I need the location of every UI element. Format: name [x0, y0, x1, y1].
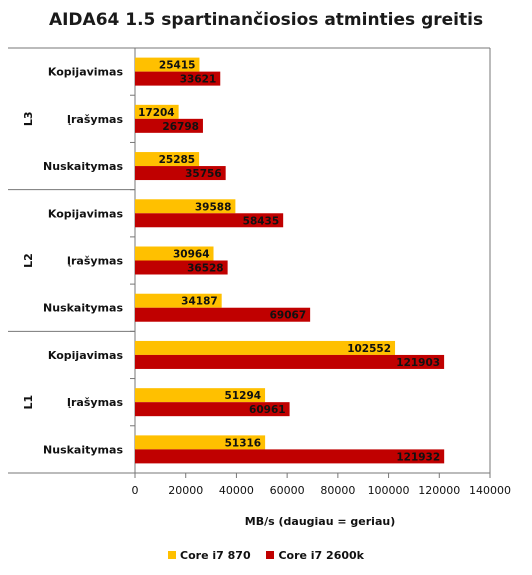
- x-tick-label: 80000: [320, 484, 355, 497]
- value-label-series-2: 121903: [396, 357, 440, 369]
- category-label: Kopijavimas: [48, 349, 124, 362]
- value-label-series-1: 51294: [225, 390, 262, 402]
- bar-series-1: [135, 388, 266, 403]
- x-tick-label: 60000: [270, 484, 305, 497]
- bar-series-1: [135, 340, 396, 355]
- value-label-series-2: 35756: [185, 168, 222, 180]
- value-label-series-1: 30964: [173, 249, 210, 261]
- value-label-series-2: 36528: [187, 263, 224, 275]
- bar-series-1: [135, 57, 200, 72]
- bar-series-1: [135, 246, 214, 261]
- value-label-series-1: 17204: [138, 107, 175, 119]
- value-label-series-2: 33621: [180, 74, 217, 86]
- legend-item-series-1: Core i7 870: [168, 549, 251, 562]
- x-tick-label: 20000: [168, 484, 203, 497]
- category-label: Kopijavimas: [48, 66, 124, 79]
- bar-series-2: [135, 71, 221, 86]
- bar-series-2: [135, 213, 284, 228]
- value-label-series-2: 26798: [162, 121, 199, 133]
- x-tick-label: 0: [132, 484, 139, 497]
- legend-label-series-1: Core i7 870: [180, 549, 251, 562]
- value-label-series-1: 25285: [159, 154, 196, 166]
- value-label-series-1: 34187: [181, 296, 218, 308]
- legend-swatch-series-2: [266, 551, 275, 559]
- value-label-series-1: 51316: [225, 437, 262, 449]
- group-label-l2: L2: [22, 253, 35, 268]
- bar-series-2: [135, 260, 228, 275]
- value-label-series-2: 60961: [249, 404, 286, 416]
- category-label: Nuskaitymas: [43, 443, 123, 456]
- group-label-l1: L1: [22, 395, 35, 410]
- category-label: Įrašymas: [67, 396, 124, 409]
- x-tick-label: 100000: [368, 484, 410, 497]
- bar-series-2: [135, 166, 226, 181]
- value-label-series-2: 121932: [396, 451, 440, 463]
- bar-series-1: [135, 435, 266, 450]
- chart-title: AIDA64 1.5 spartinančiosios atminties gr…: [48, 10, 484, 30]
- legend: Core i7 870 Core i7 2600k: [0, 549, 532, 562]
- group-label-l3: L3: [22, 111, 35, 126]
- category-label: Įrašymas: [67, 255, 124, 268]
- x-axis-label: MB/s (daugiau = geriau): [244, 515, 396, 528]
- x-tick-label: 40000: [219, 484, 254, 497]
- bar-series-2: [135, 307, 311, 322]
- category-label: Nuskaitymas: [43, 160, 123, 173]
- category-label: Nuskaitymas: [43, 302, 123, 315]
- category-label: Įrašymas: [67, 113, 124, 126]
- bar-series-1: [135, 104, 179, 119]
- bar-series-2: [135, 449, 445, 464]
- bar-series-2: [135, 354, 445, 369]
- bar-series-2: [135, 402, 290, 417]
- bar-series-1: [135, 199, 236, 214]
- value-label-series-2: 69067: [270, 310, 307, 322]
- legend-label-series-2: Core i7 2600k: [278, 549, 364, 562]
- legend-swatch-series-1: [168, 551, 177, 559]
- bar-series-1: [135, 152, 200, 167]
- category-label: Kopijavimas: [48, 207, 124, 220]
- value-label-series-1: 102552: [347, 343, 391, 355]
- value-label-series-1: 39588: [195, 201, 232, 213]
- bar-series-1: [135, 293, 222, 308]
- value-label-series-2: 58435: [243, 215, 280, 227]
- value-label-series-1: 25415: [159, 60, 196, 72]
- bar-series-2: [135, 118, 203, 133]
- x-tick-label: 120000: [418, 484, 460, 497]
- x-tick-label: 140000: [469, 484, 511, 497]
- legend-item-series-2: Core i7 2600k: [266, 549, 364, 562]
